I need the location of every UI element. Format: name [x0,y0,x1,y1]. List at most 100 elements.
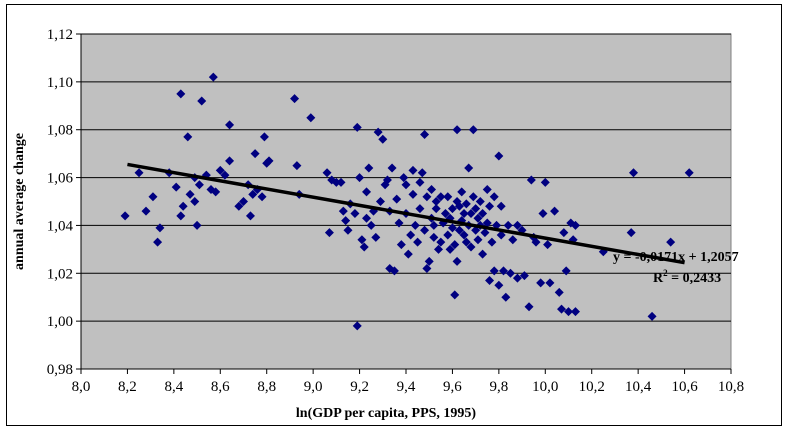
data-point [153,237,163,247]
data-point [512,273,522,283]
data-point [499,266,508,276]
data-point [350,208,360,218]
data-point [331,177,341,187]
data-point [445,244,455,254]
data-point [155,223,165,233]
data-point [489,192,499,202]
data-point [375,197,385,206]
data-point [362,187,372,197]
data-point [517,225,527,235]
data-point [373,127,383,137]
data-point [352,321,362,331]
data-point [429,220,439,230]
data-point [570,220,580,230]
x-tick-label: 8,8 [257,379,276,395]
data-point [443,230,453,240]
data-point [496,230,506,240]
data-point [473,213,483,223]
data-point [197,96,207,106]
data-point [422,192,432,202]
x-tick-label: 8,6 [211,379,230,395]
data-point [459,208,469,218]
data-point [480,228,490,238]
data-point [234,201,244,211]
data-point [403,249,413,259]
x-tick-label: 10,0 [532,379,558,395]
data-point [250,149,260,159]
data-point [570,307,580,317]
data-point [427,185,437,195]
data-point [406,230,416,240]
data-point [382,175,392,185]
data-point [392,194,402,204]
x-tick-label: 10,4 [625,379,652,395]
data-point [629,168,638,178]
chart-frame: 8,0 8,2 8,4 8,6 8,8 9,0 9,2 9,4 9,6 9,8 10,0 10,2 10… [6,4,782,426]
y-tick-labels: 0,98 1,00 1,02 1,04 1,06 1,08 1,10 1,12 [47,27,74,378]
data-point [561,266,571,276]
y-tick-label: 1,06 [47,171,74,187]
data-point [389,266,399,276]
data-point [171,182,181,192]
data-point [431,204,441,214]
data-point [357,235,367,245]
data-point [554,287,564,297]
data-point [684,168,694,178]
data-point [176,211,186,221]
data-point [478,208,488,218]
data-point [545,278,555,288]
data-point [120,211,130,221]
data-point [473,235,483,245]
y-tick-label: 1,12 [47,27,73,43]
x-tick-label: 9,8 [489,379,508,395]
data-point [183,132,193,142]
y-tick-label: 1,08 [47,123,73,139]
data-point [194,180,204,190]
x-tick-label: 9,4 [397,379,416,395]
y-tick-label: 1,00 [47,314,73,330]
data-point [422,264,432,273]
x-tick-label: 9,6 [443,379,462,395]
data-point [466,208,476,218]
data-point [208,72,218,82]
data-point [536,278,546,288]
data-point [148,192,158,202]
y-tick-label: 1,04 [47,218,74,234]
data-point [257,192,267,202]
data-point [550,206,560,216]
data-point [211,187,221,197]
axes [76,33,732,374]
data-point [341,216,351,226]
x-tick-label: 8,4 [164,379,183,395]
data-point [508,235,518,245]
data-point [454,225,464,235]
data-point [454,201,464,211]
data-point [415,204,425,214]
data-point [290,94,300,104]
r2-prefix: R [653,271,664,286]
x-axis-title: ln(GDP per capita, PPS, 1995) [296,406,477,421]
data-point [408,189,418,199]
trendline-equation: y = -0,0171x + 1,2057 [613,250,739,265]
data-point [259,132,269,142]
data-point [355,173,365,183]
data-point [141,206,151,216]
trendline [127,162,685,265]
data-point [564,307,573,317]
data-point [447,223,457,233]
data-point [399,173,409,183]
x-tick-label: 10,8 [718,379,744,395]
data-point [540,177,550,187]
data-point [459,230,469,240]
data-point [292,161,302,171]
data-point [366,220,376,230]
data-point [245,211,255,221]
data-point [215,165,225,175]
data-point [489,266,499,276]
x-tick-label: 10,6 [671,379,698,395]
data-point [220,170,230,180]
data-point [417,168,427,178]
data-point [190,197,200,206]
data-point [185,189,195,199]
data-point [557,304,567,314]
